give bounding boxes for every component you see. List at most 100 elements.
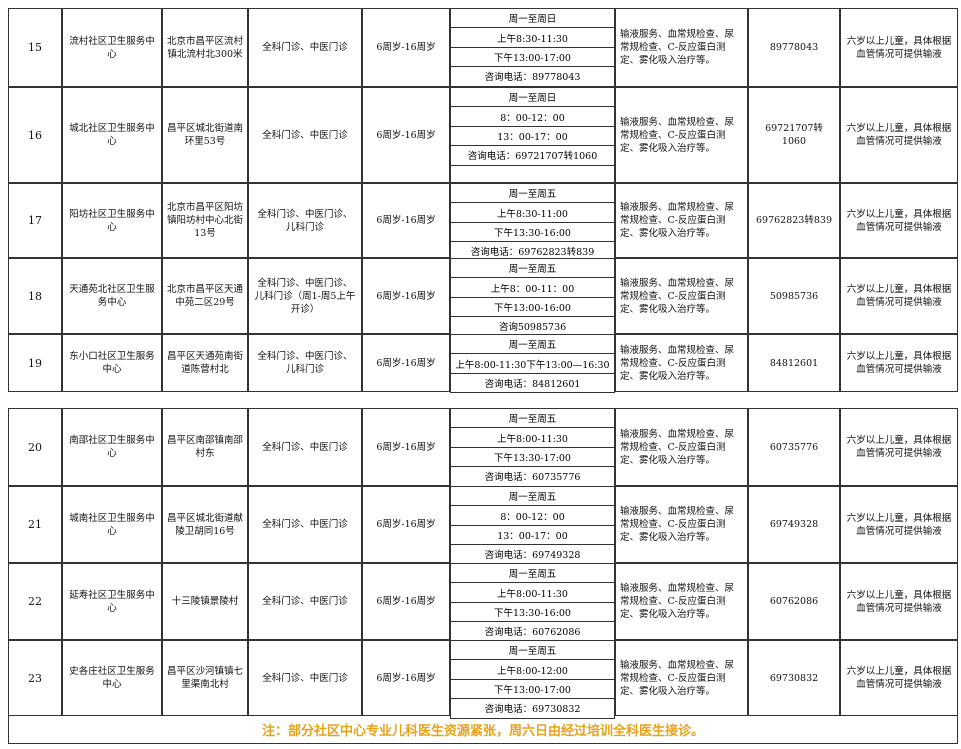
- infusion-note: 六岁以上儿童，具体根据血管情况可提供输液: [840, 486, 958, 563]
- hours-line: 周一至周日: [450, 8, 615, 29]
- address: 北京市昌平区阳坊镇阳坊村中心北街13号: [162, 183, 248, 258]
- services: 输液服务、血常规检查、尿常规检查、C-反应蛋白测定、雾化吸入治疗等。: [615, 8, 748, 87]
- age-range: 6周岁-16周岁: [362, 87, 450, 183]
- address: 昌平区沙河镇镇七里渠南北村: [162, 640, 248, 716]
- phone: 69730832: [748, 640, 840, 716]
- hours-line: 周一至周五: [450, 563, 615, 584]
- center-name: 流村社区卫生服务中心: [62, 8, 162, 87]
- age-range: 6周岁-16周岁: [362, 334, 450, 392]
- hours-line: 咨询电话：69749328: [450, 544, 615, 565]
- hours-line: 上午8:00-12:00: [450, 659, 615, 680]
- row-number: 17: [8, 183, 62, 258]
- phone: 60762086: [748, 563, 840, 640]
- hours-line: 下午13:00-16:00: [450, 296, 615, 318]
- row-number: 19: [8, 334, 62, 392]
- age-range: 6周岁-16周岁: [362, 183, 450, 258]
- departments: 全科门诊、中医门诊: [248, 640, 362, 716]
- age-range: 6周岁-16周岁: [362, 258, 450, 334]
- hours-line: 上午8:30-11:30: [450, 27, 615, 48]
- hours-line: 下午13:30-17:00: [450, 446, 615, 468]
- infusion-note: 六岁以上儿童，具体根据血管情况可提供输液: [840, 640, 958, 716]
- services: 输液服务、血常规检查、尿常规检查、C-反应蛋白测定、雾化吸入治疗等。: [615, 640, 748, 716]
- infusion-note: 六岁以上儿童，具体根据血管情况可提供输液: [840, 334, 958, 392]
- address: 昌平区城北街道献陵卫胡同16号: [162, 486, 248, 563]
- phone: 69721707转1060: [748, 87, 840, 183]
- departments: 全科门诊、中医门诊: [248, 486, 362, 563]
- address: 北京市昌平区天通中苑二区29号: [162, 258, 248, 334]
- hours-line: 咨询电话：60762086: [450, 621, 615, 642]
- age-range: 6周岁-16周岁: [362, 640, 450, 716]
- departments: 全科门诊、中医门诊: [248, 563, 362, 640]
- infusion-note: 六岁以上儿童，具体根据血管情况可提供输液: [840, 183, 958, 258]
- center-name: 阳坊社区卫生服务中心: [62, 183, 162, 258]
- hours-line: 咨询电话：60735776: [450, 466, 615, 487]
- hours-line: 周一至周日: [450, 87, 615, 108]
- infusion-note: 六岁以上儿童，具体根据血管情况可提供输液: [840, 563, 958, 640]
- age-range: 6周岁-16周岁: [362, 8, 450, 87]
- services: 输液服务、血常规检查、尿常规检查、C-反应蛋白测定、雾化吸入治疗等。: [615, 486, 748, 563]
- hours-line: 上午8:00-11:30: [450, 427, 615, 448]
- address: 昌平区天通苑南街道陈营村北: [162, 334, 248, 392]
- departments: 全科门诊、中医门诊: [248, 87, 362, 183]
- center-name: 城北社区卫生服务中心: [62, 87, 162, 183]
- hours-line: 咨询电话：69730832: [450, 698, 615, 719]
- departments: 全科门诊、中医门诊、儿科门诊（周1-周5上午开诊）: [248, 258, 362, 334]
- departments: 全科门诊、中医门诊: [248, 8, 362, 87]
- age-range: 6周岁-16周岁: [362, 563, 450, 640]
- phone: 69762823转839: [748, 183, 840, 258]
- address: 十三陵镇景陵村: [162, 563, 248, 640]
- hours-line: 下午13:00-17:00: [450, 678, 615, 700]
- row-number: 18: [8, 258, 62, 334]
- phone: 89778043: [748, 8, 840, 87]
- age-range: 6周岁-16周岁: [362, 408, 450, 486]
- footer-note: 注：部分社区中心专业儿科医生资源紧张，周六日由经过培训全科医生接诊。: [8, 716, 958, 744]
- hours-line: 下午13:30-16:00: [450, 601, 615, 623]
- hours-line: 上午8:00-11:30: [450, 582, 615, 603]
- center-name: 延寿社区卫生服务中心: [62, 563, 162, 640]
- departments: 全科门诊、中医门诊、儿科门诊: [248, 334, 362, 392]
- hours-line: 周一至周五: [450, 334, 615, 355]
- row-number: 22: [8, 563, 62, 640]
- phone: 50985736: [748, 258, 840, 334]
- hours-line: 周一至周五: [450, 258, 615, 279]
- phone: 84812601: [748, 334, 840, 392]
- hours-line: 上午8:00-11:30下午13:00—16:30: [450, 353, 615, 374]
- row-number: 15: [8, 8, 62, 87]
- infusion-note: 六岁以上儿童，具体根据血管情况可提供输液: [840, 8, 958, 87]
- hours-line: 咨询电话：84812601: [450, 372, 615, 394]
- services: 输液服务、血常规检查、尿常规检查、C-反应蛋白测定、雾化吸入治疗等。: [615, 334, 748, 392]
- hours-line: 13：00-17：00: [450, 524, 615, 546]
- infusion-note: 六岁以上儿童，具体根据血管情况可提供输液: [840, 258, 958, 334]
- age-range: 6周岁-16周岁: [362, 486, 450, 563]
- infusion-note: 六岁以上儿童，具体根据血管情况可提供输液: [840, 87, 958, 183]
- address: 昌平区南邵镇南邵村东: [162, 408, 248, 486]
- hours-line: 周一至周五: [450, 183, 615, 204]
- center-name: 史各庄社区卫生服务中心: [62, 640, 162, 716]
- hours-line: 周一至周五: [450, 640, 615, 661]
- address: 北京市昌平区流村镇北流村北300米: [162, 8, 248, 87]
- services: 输液服务、血常规检查、尿常规检查、C-反应蛋白测定、雾化吸入治疗等。: [615, 183, 748, 258]
- hours-line: 上午8:30-11:00: [450, 202, 615, 223]
- row-number: 16: [8, 87, 62, 183]
- row-number: 23: [8, 640, 62, 716]
- center-name: 天通苑北社区卫生服务中心: [62, 258, 162, 334]
- departments: 全科门诊、中医门诊: [248, 408, 362, 486]
- infusion-note: 六岁以上儿童，具体根据血管情况可提供输液: [840, 408, 958, 486]
- services: 输液服务、血常规检查、尿常规检查、C-反应蛋白测定、雾化吸入治疗等。: [615, 258, 748, 334]
- hours-line: 8：00-12：00: [450, 106, 615, 127]
- hours-line: 13：00-17：00: [450, 125, 615, 147]
- hours-line: 下午13:30-16:00: [450, 221, 615, 243]
- services: 输液服务、血常规检查、尿常规检查、C-反应蛋白测定、雾化吸入治疗等。: [615, 408, 748, 486]
- hours-line: 下午13:00-17:00: [450, 46, 615, 68]
- departments: 全科门诊、中医门诊、儿科门诊: [248, 183, 362, 258]
- center-name: 南邵社区卫生服务中心: [62, 408, 162, 486]
- hours-line: 咨询电话：69721707转1060: [450, 145, 615, 166]
- hours-line: 咨询电话：89778043: [450, 66, 615, 87]
- hours-line: 周一至周五: [450, 486, 615, 507]
- row-number: 20: [8, 408, 62, 486]
- row-number: 21: [8, 486, 62, 563]
- center-name: 东小口社区卫生服务中心: [62, 334, 162, 392]
- address: 昌平区城北街道南环里53号: [162, 87, 248, 183]
- services: 输液服务、血常规检查、尿常规检查、C-反应蛋白测定、雾化吸入治疗等。: [615, 563, 748, 640]
